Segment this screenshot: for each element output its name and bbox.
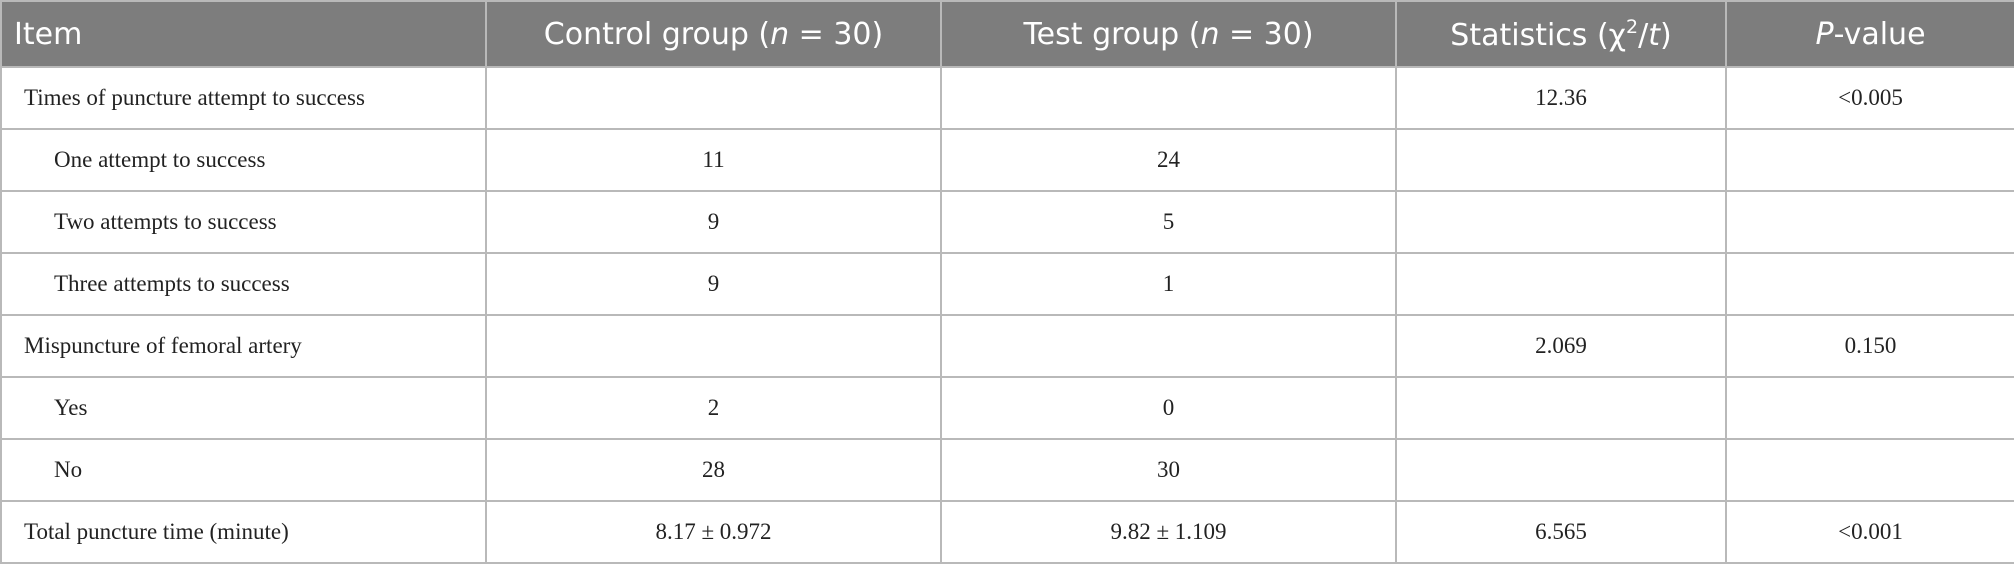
cell: 30	[940, 438, 1397, 502]
header-cell: P-value	[1725, 1, 2014, 68]
cell	[485, 314, 942, 378]
cell	[1395, 438, 1727, 502]
sub-row: Two attempts to success 9 5	[0, 190, 2014, 254]
table-header: Item Control group (n = 30) Test group (n …	[0, 1, 2014, 68]
row-label: Times of puncture attempt to success	[0, 66, 487, 130]
cell: 2.069	[1395, 314, 1727, 378]
cell	[1395, 252, 1727, 316]
header-cell: Item	[0, 1, 487, 68]
header-cell: Control group (n = 30)	[485, 1, 942, 68]
row-label: Total puncture time (minute)	[0, 500, 487, 564]
cell: <0.005	[1725, 66, 2014, 130]
header-text: n	[1200, 16, 1220, 52]
header-text: Control group (	[543, 16, 771, 52]
header-text: /	[1638, 17, 1649, 53]
cell	[1725, 252, 2014, 316]
header-text: 2	[1626, 15, 1639, 38]
cell	[940, 314, 1397, 378]
cell: 0.150	[1725, 314, 2014, 378]
header-text: )	[1659, 17, 1672, 53]
header-text: Test group (	[1023, 16, 1201, 52]
row-label: Mispuncture of femoral artery	[0, 314, 487, 378]
header-text: Statistics (χ	[1450, 17, 1627, 53]
cell: <0.001	[1725, 500, 2014, 564]
row-label: Two attempts to success	[0, 190, 487, 254]
row-label: No	[0, 438, 487, 502]
group-row: Times of puncture attempt to success 12.3…	[0, 66, 2014, 130]
cell: 12.36	[1395, 66, 1727, 130]
cell	[1395, 128, 1727, 192]
header-text: = 30)	[789, 16, 884, 52]
header-text: P	[1815, 16, 1834, 52]
sub-row: Three attempts to success 9 1	[0, 252, 2014, 316]
cell: 1	[940, 252, 1397, 316]
cell: 9	[485, 190, 942, 254]
cell: 11	[485, 128, 942, 192]
cell: 8.17 ± 0.972	[485, 500, 942, 564]
sub-row: Yes 2 0	[0, 376, 2014, 440]
cell: 9.82 ± 1.109	[940, 500, 1397, 564]
cell: 28	[485, 438, 942, 502]
cell: 9	[485, 252, 942, 316]
header-text: Item	[14, 16, 83, 52]
cell: 5	[940, 190, 1397, 254]
cell	[1395, 376, 1727, 440]
row-label: One attempt to success	[0, 128, 487, 192]
cell	[1725, 128, 2014, 192]
header-cell: Test group (n = 30)	[940, 1, 1397, 68]
table-body: Times of puncture attempt to success 12.3…	[0, 66, 2014, 564]
header-cell: Statistics (χ2/t)	[1395, 1, 1727, 68]
header-text: -value	[1833, 16, 1926, 52]
group-row: Total puncture time (minute) 8.17 ± 0.972…	[0, 500, 2014, 564]
cell: 2	[485, 376, 942, 440]
row-label: Yes	[0, 376, 487, 440]
cell	[940, 66, 1397, 130]
cell: 0	[940, 376, 1397, 440]
cell	[1725, 438, 2014, 502]
cell: 24	[940, 128, 1397, 192]
cell: 6.565	[1395, 500, 1727, 564]
header-text: t	[1648, 17, 1660, 53]
group-row: Mispuncture of femoral artery 2.069 0.150	[0, 314, 2014, 378]
header-text: n	[770, 16, 790, 52]
sub-row: One attempt to success 11 24	[0, 128, 2014, 192]
cell	[485, 66, 942, 130]
cell	[1725, 376, 2014, 440]
sub-row: No 28 30	[0, 438, 2014, 502]
row-label: Three attempts to success	[0, 252, 487, 316]
cell	[1725, 190, 2014, 254]
header-text: = 30)	[1219, 16, 1314, 52]
header-row: Item Control group (n = 30) Test group (n …	[0, 1, 2014, 68]
cell	[1395, 190, 1727, 254]
